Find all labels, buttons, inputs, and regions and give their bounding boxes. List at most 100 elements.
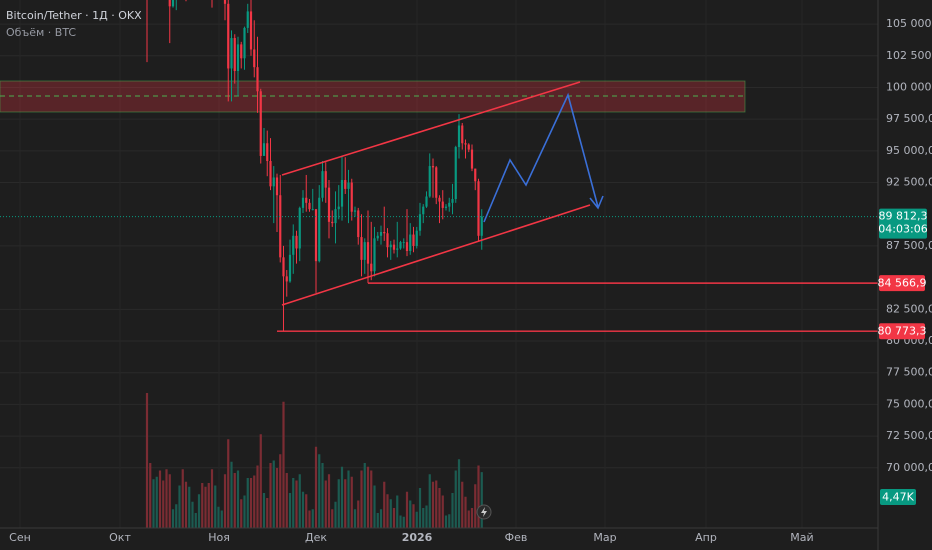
volume-bar xyxy=(227,439,230,528)
candle-body xyxy=(383,231,386,234)
volume-bar xyxy=(266,498,269,528)
grid xyxy=(0,23,878,469)
candle-body xyxy=(415,230,418,246)
volume-bar xyxy=(438,488,441,528)
volume-bar xyxy=(467,510,470,528)
volume-bar xyxy=(165,469,168,528)
candle-body xyxy=(438,197,441,202)
candle-body xyxy=(386,233,389,248)
volume-bar xyxy=(415,511,418,528)
price-axis: 105 000,0 102 500,0 100 000,0 97 500,0 95 00… xyxy=(886,17,932,474)
candle-body xyxy=(357,210,360,238)
volume-bar xyxy=(428,474,431,528)
volume-bar xyxy=(301,491,305,528)
volume-bar xyxy=(288,493,292,528)
volume-bar xyxy=(272,460,275,528)
candle-body xyxy=(279,195,282,258)
candle-body xyxy=(308,202,311,210)
volume-bar xyxy=(360,470,363,528)
volume-bar xyxy=(217,506,220,528)
candle-body xyxy=(431,166,435,168)
candle-body xyxy=(389,244,392,248)
volume-bar xyxy=(204,486,207,528)
volume-bar xyxy=(184,481,188,528)
volume-bar xyxy=(480,472,483,528)
volume-bar xyxy=(366,466,370,528)
candle-body xyxy=(305,197,308,203)
y-tick-label: 70 000,0 xyxy=(886,461,932,474)
candles xyxy=(146,0,483,332)
last-price-label: 89 812,3 xyxy=(879,210,928,223)
candle-body xyxy=(392,244,396,250)
volume-bar xyxy=(324,480,327,528)
volume-bar xyxy=(451,493,454,528)
candle-body xyxy=(379,231,383,236)
volume-bar xyxy=(145,393,149,528)
volume-bar xyxy=(435,480,438,528)
volume-bar xyxy=(256,465,259,528)
volume-bar xyxy=(269,463,272,528)
volume-bar xyxy=(425,505,428,528)
volume-bar xyxy=(389,499,392,528)
volume-bar xyxy=(405,491,409,528)
volume-bar xyxy=(181,469,184,528)
y-tick-label: 82 500,0 xyxy=(886,302,932,315)
candle-body xyxy=(269,160,272,187)
candle-body xyxy=(331,221,334,224)
candle-body xyxy=(340,180,344,207)
y-tick-label: 97 500,0 xyxy=(886,112,932,125)
y-tick-label: 75 000,0 xyxy=(886,397,932,410)
volume-bar xyxy=(370,470,373,528)
y-tick-label: 92 500,0 xyxy=(886,176,932,189)
volume-bar xyxy=(149,463,152,528)
candle-body xyxy=(405,242,409,252)
volume-bar xyxy=(158,470,162,528)
volume-bar xyxy=(477,465,480,528)
candle-body xyxy=(243,27,246,59)
volume-bar xyxy=(444,515,448,528)
candle-body xyxy=(334,209,337,224)
volume-bar xyxy=(285,473,288,528)
volume-bar xyxy=(233,473,236,528)
volume-bar xyxy=(331,509,334,528)
volume-bar xyxy=(210,469,214,528)
candle-body xyxy=(262,143,266,156)
volume-bar xyxy=(188,486,191,528)
volume-bar xyxy=(318,454,321,528)
y-tick-label: 87 500,0 xyxy=(886,239,932,252)
candle-body xyxy=(448,202,451,207)
candle-body xyxy=(454,147,457,200)
candle-body xyxy=(477,181,480,236)
x-tick-label: Ноя xyxy=(208,531,230,544)
level-label-box xyxy=(879,323,925,340)
volume-bar xyxy=(214,485,217,528)
forecast-arrowhead xyxy=(589,195,604,210)
candle-body xyxy=(360,237,363,260)
level-label: 84 566,9 xyxy=(878,277,927,290)
candle-body xyxy=(344,180,347,189)
volume-bar xyxy=(396,495,399,528)
volume-bar xyxy=(337,479,340,528)
candle-body xyxy=(259,91,262,156)
volume-bar xyxy=(376,513,379,528)
volume-bar xyxy=(175,504,178,528)
volume-bar xyxy=(454,470,457,528)
candle-body xyxy=(298,207,301,249)
y-tick-label: 105 000,0 xyxy=(886,17,932,30)
candle-body xyxy=(399,242,402,249)
volume-label-box xyxy=(880,489,916,505)
y-tick-label: 102 500,0 xyxy=(886,49,932,62)
volume-bar xyxy=(474,484,477,528)
volume-bar xyxy=(379,509,383,528)
candle-body xyxy=(318,197,321,262)
level-label-box xyxy=(879,275,925,292)
candle-body xyxy=(451,199,454,203)
candle-body xyxy=(256,67,259,92)
volume-bar xyxy=(418,488,422,528)
volume-bar xyxy=(314,446,318,528)
time-axis: Сен Окт Ноя Дек 2026 Фев Мар Апр Май xyxy=(9,531,814,544)
volume-bar xyxy=(363,463,366,528)
volume-bar xyxy=(321,463,324,528)
x-tick-label: Апр xyxy=(695,531,717,544)
